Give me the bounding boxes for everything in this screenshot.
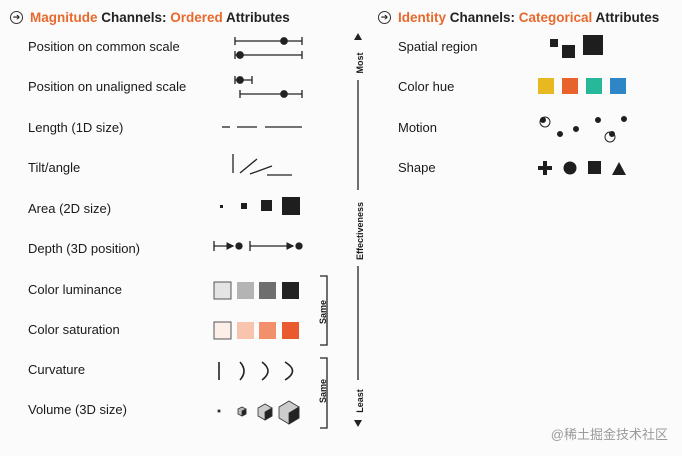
watermark: @稀土掘金技术社区 bbox=[550, 427, 668, 442]
row-label-color-hue: Color hue bbox=[398, 79, 455, 94]
row-label-position-unaligned: Position on unaligned scale bbox=[28, 79, 187, 94]
magnitude-title-ordered: Ordered bbox=[170, 10, 223, 25]
row-label-color-luminance: Color luminance bbox=[28, 282, 122, 297]
same-brackets bbox=[320, 275, 328, 429]
effectiveness-axis bbox=[354, 33, 362, 427]
color-luminance-glyph bbox=[213, 281, 299, 300]
row-label-curvature: Curvature bbox=[28, 362, 86, 377]
magnitude-title-channels: Channels: bbox=[97, 10, 171, 25]
color-saturation-glyph bbox=[213, 321, 299, 340]
row-label-shape: Shape bbox=[398, 160, 436, 175]
identity-header: ➔ Identity Channels: Categorical Attribu… bbox=[378, 10, 659, 25]
spatial-region-glyph bbox=[550, 35, 603, 58]
magnitude-header: ➔ Magnitude Channels: Ordered Attributes bbox=[10, 10, 290, 25]
area-glyph bbox=[220, 197, 300, 215]
identity-title-word: Identity bbox=[398, 10, 447, 25]
shape-glyph bbox=[538, 161, 626, 175]
row-label-spatial-region: Spatial region bbox=[398, 39, 478, 54]
circle-arrow-icon: ➔ bbox=[378, 11, 391, 24]
position-unaligned-glyph bbox=[234, 76, 303, 98]
tilt-glyph bbox=[232, 154, 292, 176]
identity-title-categorical: Categorical bbox=[518, 10, 593, 25]
row-label-tilt: Tilt/angle bbox=[28, 160, 81, 175]
row-label-area: Area (2D size) bbox=[28, 201, 112, 216]
motion-glyph bbox=[539, 116, 627, 143]
row-label-volume: Volume (3D size) bbox=[28, 402, 127, 417]
identity-title-attributes: Attributes bbox=[592, 10, 660, 25]
row-label-color-saturation: Color saturation bbox=[28, 322, 120, 337]
volume-glyph bbox=[217, 400, 300, 425]
circle-arrow-icon: ➔ bbox=[10, 11, 23, 24]
position-common-glyph bbox=[234, 37, 303, 59]
magnitude-title-word: Magnitude bbox=[30, 10, 98, 25]
identity-title-channels: Channels: bbox=[446, 10, 519, 25]
row-label-depth: Depth (3D position) bbox=[28, 241, 140, 256]
magnitude-title-attributes: Attributes bbox=[222, 10, 290, 25]
color-hue-glyph bbox=[538, 78, 626, 94]
depth-glyph bbox=[213, 241, 303, 251]
curvature-glyph bbox=[218, 361, 294, 381]
row-label-position-common: Position on common scale bbox=[28, 39, 180, 54]
row-label-motion: Motion bbox=[398, 120, 438, 135]
row-label-length: Length (1D size) bbox=[28, 120, 124, 135]
